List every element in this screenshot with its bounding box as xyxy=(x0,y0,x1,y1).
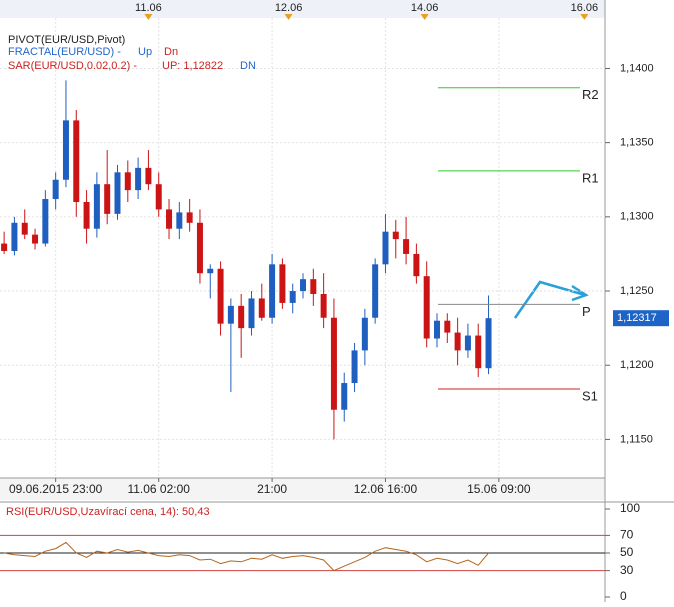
pivot-label: P xyxy=(582,304,591,319)
candle-body xyxy=(320,294,327,318)
indicator-label: SAR(EUR/USD,0.02,0.2) - xyxy=(8,60,137,72)
top-date-marker xyxy=(144,14,153,20)
candle-body xyxy=(176,212,183,229)
last-price-box xyxy=(613,310,669,327)
x-tick-label: 09.06.2015 23:00 xyxy=(9,482,103,496)
y-tick-label: 100 xyxy=(620,501,640,515)
candle-body xyxy=(485,318,492,369)
candle-body xyxy=(186,212,193,223)
candle-body xyxy=(155,184,162,210)
candle-body xyxy=(73,120,80,202)
top-date-marker xyxy=(284,14,293,20)
candle-body xyxy=(248,298,255,329)
candle-body xyxy=(104,184,111,214)
candle-body xyxy=(42,199,49,244)
top-date-bar xyxy=(0,0,605,18)
candle-body xyxy=(423,276,430,339)
candle-body xyxy=(135,167,142,191)
last-price-label: 1,12317 xyxy=(617,312,657,324)
candle-body xyxy=(52,179,59,200)
indicator-label: UP: 1,12822 xyxy=(162,60,223,72)
y-tick-label: 1,1250 xyxy=(620,285,654,297)
drawn-arrow-head xyxy=(571,284,589,302)
candle-body xyxy=(330,317,337,410)
candle-body xyxy=(444,320,451,333)
pivot-label: S1 xyxy=(582,388,598,403)
candle-body xyxy=(310,279,317,294)
candle-body xyxy=(258,298,265,318)
candle-body xyxy=(238,305,245,329)
candle-body xyxy=(361,317,368,351)
candle-body xyxy=(227,305,234,324)
candle-body xyxy=(1,243,8,251)
top-date-label: 12.06 xyxy=(275,2,303,14)
x-tick-label: 12.06 16:00 xyxy=(354,482,418,496)
y-tick-label: 1,1200 xyxy=(620,359,654,371)
candle-body xyxy=(392,231,399,240)
candle-body xyxy=(279,264,286,303)
indicator-label: Dn xyxy=(164,46,178,58)
indicator-label: PIVOT(EUR/USD,Pivot) xyxy=(8,34,125,46)
candle-body xyxy=(217,268,224,324)
rsi-title: RSI(EUR/USD,Uzavírací cena, 14): 50,43 xyxy=(6,506,210,518)
candle-body xyxy=(300,279,307,292)
top-date-label: 11.06 xyxy=(135,2,162,14)
candle-body xyxy=(341,383,348,410)
candle-body xyxy=(372,264,379,318)
x-tick-label: 21:00 xyxy=(257,482,287,496)
indicator-label: DN xyxy=(240,60,256,72)
y-tick-label: 1,1300 xyxy=(620,211,654,223)
candle-body xyxy=(62,120,69,180)
top-date-label: 14.06 xyxy=(411,2,439,14)
y-tick-label: 50 xyxy=(620,545,634,559)
top-date-label: 16.06 xyxy=(571,2,599,14)
x-tick-label: 15.06 09:00 xyxy=(467,482,531,496)
candle-body xyxy=(11,222,18,251)
x-tick-label: 11.06 02:00 xyxy=(127,482,190,496)
candle-body xyxy=(114,172,121,214)
y-tick-label: 30 xyxy=(620,563,634,577)
indicator-label: FRACTAL(EUR/USD) - xyxy=(8,46,121,58)
bottom-date-bar xyxy=(0,478,605,500)
candle-body xyxy=(382,231,389,265)
rsi-line xyxy=(4,541,489,572)
candle-body xyxy=(207,268,214,274)
indicator-label: Up xyxy=(138,46,152,58)
candle-body xyxy=(464,335,471,351)
candle-body xyxy=(145,167,152,185)
y-tick-label: 1,1400 xyxy=(620,62,654,74)
candle-body xyxy=(434,320,441,339)
y-tick-label: 1,1150 xyxy=(620,433,653,445)
candle-body xyxy=(413,253,420,277)
candle-body xyxy=(166,209,173,229)
candle-body xyxy=(124,172,131,191)
pivot-label: R2 xyxy=(582,87,599,102)
candle-body xyxy=(93,184,100,229)
candle-body xyxy=(269,264,276,318)
top-date-marker xyxy=(580,14,589,20)
candle-body xyxy=(454,332,461,351)
candle-body xyxy=(351,350,358,384)
pivot-label: R1 xyxy=(582,170,599,185)
top-date-marker xyxy=(420,14,429,20)
y-tick-label: 1,1350 xyxy=(620,137,654,149)
candle-body xyxy=(32,234,39,244)
y-tick-label: 0 xyxy=(620,589,627,602)
candle-body xyxy=(83,202,90,229)
candle-body xyxy=(475,335,482,369)
candle-body xyxy=(196,222,203,274)
candle-body xyxy=(21,222,28,235)
y-tick-label: 70 xyxy=(620,528,634,542)
candle-body xyxy=(403,239,410,254)
candle-body xyxy=(289,291,296,303)
